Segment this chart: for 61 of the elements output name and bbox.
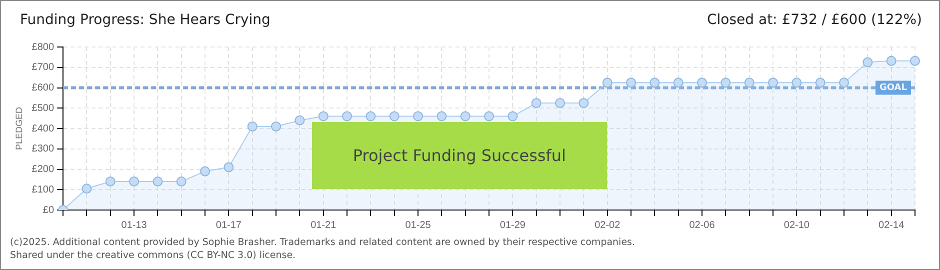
point — [720, 78, 731, 88]
x-tick-label: 01-21 — [310, 220, 337, 231]
x-tick-label: 02-02 — [594, 220, 621, 231]
point — [697, 78, 708, 88]
y-tick-label: £500 — [32, 102, 54, 114]
y-axis-title: PLEDGED — [14, 106, 24, 150]
point — [744, 78, 754, 88]
point — [673, 78, 684, 88]
x-tick-label: 02-06 — [689, 220, 716, 231]
point — [318, 111, 328, 122]
point — [508, 111, 518, 122]
point — [531, 98, 542, 108]
point — [413, 111, 424, 122]
point — [200, 166, 210, 176]
point — [176, 176, 186, 186]
point — [436, 111, 447, 122]
point — [839, 78, 850, 88]
point — [626, 78, 636, 88]
x-tick-label: 01-29 — [500, 220, 526, 231]
chart-title: Funding Progress: She Hears Crying — [20, 12, 270, 28]
point — [389, 111, 400, 122]
y-tick-label: £700 — [32, 62, 54, 74]
y-tick-label: £0 — [42, 204, 54, 216]
x-tick-label: 02-10 — [784, 220, 810, 231]
x-tick-label: 01-13 — [121, 220, 148, 231]
point — [792, 78, 802, 88]
text: (c)2025. Additional content provided by Sophie Brasher. Trademarks and related content are owned by their respective companies. — [10, 237, 636, 248]
y-tick-label: £100 — [32, 184, 54, 196]
x-tick-label: 01-25 — [405, 220, 432, 231]
point — [768, 78, 778, 88]
point — [862, 57, 873, 68]
point — [105, 176, 116, 186]
point — [460, 111, 470, 122]
point — [129, 176, 140, 186]
y-tick-label: £800 — [32, 42, 54, 53]
point — [815, 78, 826, 88]
success-banner: Project Funding Successful — [312, 122, 608, 189]
point — [294, 115, 305, 126]
point — [366, 111, 376, 122]
point — [224, 162, 234, 172]
point — [342, 111, 352, 122]
point — [555, 98, 566, 108]
chart-subtitle: Closed at: £732 / £600 (122%) — [707, 12, 922, 28]
point — [271, 121, 282, 132]
ref-line-label: GOAL — [880, 83, 908, 94]
y-tick-label: £600 — [32, 82, 54, 94]
x-tick-label: 01-17 — [216, 220, 242, 231]
point — [82, 184, 92, 194]
point — [247, 121, 258, 132]
y-tick-label: £200 — [32, 164, 54, 175]
point — [578, 98, 589, 108]
point — [910, 56, 920, 66]
y-tick-label: £400 — [32, 123, 54, 134]
point — [602, 78, 612, 88]
point — [152, 176, 163, 186]
y-tick-label: £300 — [32, 144, 54, 155]
point — [886, 56, 896, 66]
point — [484, 111, 494, 122]
text: Shared under the creative commons (CC BY-NC 3.0) license. — [10, 250, 296, 261]
point — [650, 78, 660, 88]
x-tick-label: 02-14 — [878, 220, 905, 231]
